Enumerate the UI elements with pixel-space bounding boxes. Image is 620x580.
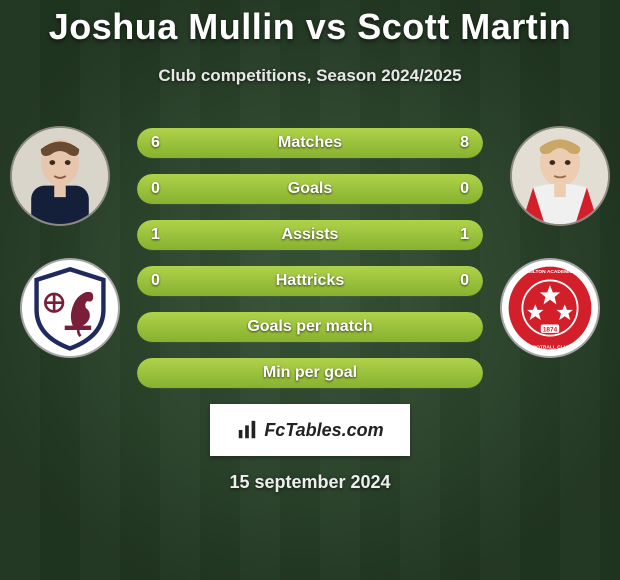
branding-badge: FcTables.com xyxy=(210,404,410,456)
stat-row: 00Goals xyxy=(137,174,483,204)
person-icon xyxy=(12,128,108,224)
stat-row: 00Hattricks xyxy=(137,266,483,296)
stat-label: Matches xyxy=(137,128,483,158)
stat-row: Min per goal xyxy=(137,358,483,388)
stat-label: Min per goal xyxy=(137,358,483,388)
page-title: Joshua Mullin vs Scott Martin xyxy=(0,0,620,48)
stat-label: Hattricks xyxy=(137,266,483,296)
stat-label: Assists xyxy=(137,220,483,250)
chart-icon xyxy=(236,419,258,441)
player-right-photo xyxy=(510,126,610,226)
stat-label: Goals per match xyxy=(137,312,483,342)
club-left-badge xyxy=(20,258,120,358)
stat-row: 68Matches xyxy=(137,128,483,158)
player-left-photo xyxy=(10,126,110,226)
date-text: 15 september 2024 xyxy=(0,472,620,493)
svg-text:1874: 1874 xyxy=(543,326,558,333)
stat-row: 11Assists xyxy=(137,220,483,250)
stat-row: Goals per match xyxy=(137,312,483,342)
subtitle: Club competitions, Season 2024/2025 xyxy=(0,66,620,86)
stat-label: Goals xyxy=(137,174,483,204)
club-right-badge: 1874 HAMILTON ACADEMICAL FOOTBALL CLUB xyxy=(500,258,600,358)
stats-container: 68Matches 00Goals 11Assists 00Hattricks Goal… xyxy=(137,128,483,388)
person-icon xyxy=(512,128,608,224)
branding-text: FcTables.com xyxy=(264,420,383,441)
svg-text:FOOTBALL CLUB: FOOTBALL CLUB xyxy=(529,344,571,350)
svg-text:HAMILTON ACADEMICAL: HAMILTON ACADEMICAL xyxy=(520,269,579,275)
crest-icon: 1874 HAMILTON ACADEMICAL FOOTBALL CLUB xyxy=(504,262,596,354)
shield-icon xyxy=(26,264,114,352)
